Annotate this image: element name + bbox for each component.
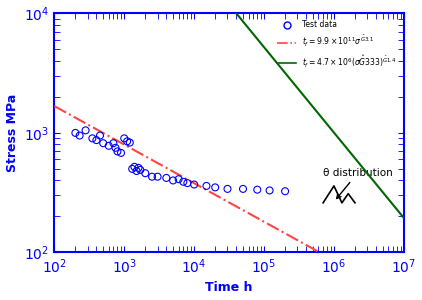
Point xyxy=(282,189,289,194)
Point xyxy=(131,164,138,169)
Point xyxy=(266,188,273,193)
Point xyxy=(184,181,191,185)
Point xyxy=(93,138,100,142)
Point xyxy=(240,187,246,191)
Point xyxy=(82,128,89,133)
Point xyxy=(142,171,149,176)
Point xyxy=(137,167,144,172)
Point xyxy=(72,130,79,135)
Point xyxy=(203,184,210,188)
Point xyxy=(76,133,83,138)
Point xyxy=(118,151,124,155)
Legend: Test data, $t_f = 9.9 \times 10^{11}\sigma^{\hat{G}3.1}$, $t_f = 4.7 \times 10^{: Test data, $t_f = 9.9 \times 10^{11}\sig… xyxy=(274,17,400,73)
Point xyxy=(110,141,117,146)
Point xyxy=(133,169,140,173)
Point xyxy=(135,165,142,170)
Point xyxy=(224,187,231,191)
Point xyxy=(100,141,107,146)
Point xyxy=(106,143,112,148)
Point xyxy=(180,179,187,184)
Point xyxy=(154,174,161,179)
Point xyxy=(129,167,135,171)
Point xyxy=(175,177,182,182)
Point xyxy=(254,187,261,192)
Point xyxy=(191,182,197,187)
Point xyxy=(114,149,121,154)
X-axis label: Time h: Time h xyxy=(206,281,253,294)
Text: θ distribution: θ distribution xyxy=(323,167,393,199)
Point xyxy=(121,136,127,141)
Point xyxy=(170,178,176,183)
Point xyxy=(127,140,133,145)
Point xyxy=(163,176,170,180)
Point xyxy=(149,174,155,179)
Point xyxy=(212,185,219,190)
Y-axis label: Stress MPa: Stress MPa xyxy=(5,94,19,172)
Point xyxy=(89,136,96,141)
Point xyxy=(97,133,103,138)
Point xyxy=(124,139,130,144)
Point xyxy=(112,146,119,150)
